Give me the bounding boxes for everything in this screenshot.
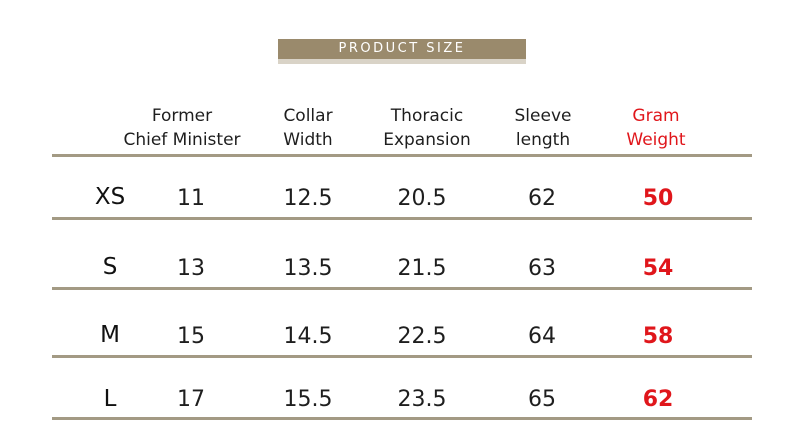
table-rule	[52, 355, 752, 358]
size-label: S	[102, 254, 118, 280]
banner-shadow	[278, 59, 526, 64]
header-sleeve-length: Sleeve length	[498, 104, 588, 152]
header-line2: Weight	[626, 130, 686, 150]
table-rule	[52, 417, 752, 420]
cell-sleeve-length: 65	[528, 387, 556, 412]
header-line1: Former	[151, 106, 213, 126]
cell-sleeve-length: 64	[528, 324, 556, 349]
cell-thoracic-expansion: 21.5	[397, 256, 447, 281]
header-line2: Width	[283, 130, 333, 150]
header-collar-width: Collar Width	[263, 104, 353, 152]
cell-thoracic-expansion: 22.5	[397, 324, 447, 349]
table-rule	[52, 287, 752, 290]
cell-collar-width: 15.5	[283, 387, 333, 412]
cell-former-chief-minister: 17	[177, 387, 205, 412]
cell-gram-weight: 54	[642, 256, 674, 281]
header-thoracic-expansion: Thoracic Expansion	[369, 104, 485, 152]
size-label: M	[100, 322, 120, 348]
cell-former-chief-minister: 11	[177, 186, 205, 211]
cell-collar-width: 14.5	[283, 324, 333, 349]
header-line2: Expansion	[383, 130, 471, 150]
cell-collar-width: 13.5	[283, 256, 333, 281]
header-line2: Chief Minister	[123, 130, 241, 150]
cell-collar-width: 12.5	[283, 186, 333, 211]
cell-gram-weight: 58	[642, 324, 674, 349]
cell-thoracic-expansion: 20.5	[397, 186, 447, 211]
header-line1: Gram	[632, 106, 680, 126]
table-rule	[52, 154, 752, 157]
size-label: XS	[94, 184, 126, 210]
header-line1: Sleeve	[514, 106, 572, 126]
cell-thoracic-expansion: 23.5	[397, 387, 447, 412]
header-former-chief-minister: Former Chief Minister	[112, 104, 252, 152]
cell-sleeve-length: 63	[528, 256, 556, 281]
header-line1: Collar	[283, 106, 333, 126]
header-line2: length	[515, 130, 571, 150]
cell-former-chief-minister: 13	[177, 256, 205, 281]
header-gram-weight: Gram Weight	[611, 104, 701, 152]
cell-sleeve-length: 62	[528, 186, 556, 211]
table-rule	[52, 217, 752, 220]
cell-gram-weight: 62	[642, 387, 674, 412]
cell-former-chief-minister: 15	[177, 324, 205, 349]
cell-gram-weight: 50	[642, 186, 674, 211]
header-line1: Thoracic	[390, 106, 464, 126]
size-label: L	[103, 386, 117, 412]
product-size-banner: PRODUCT SIZE	[278, 39, 526, 59]
